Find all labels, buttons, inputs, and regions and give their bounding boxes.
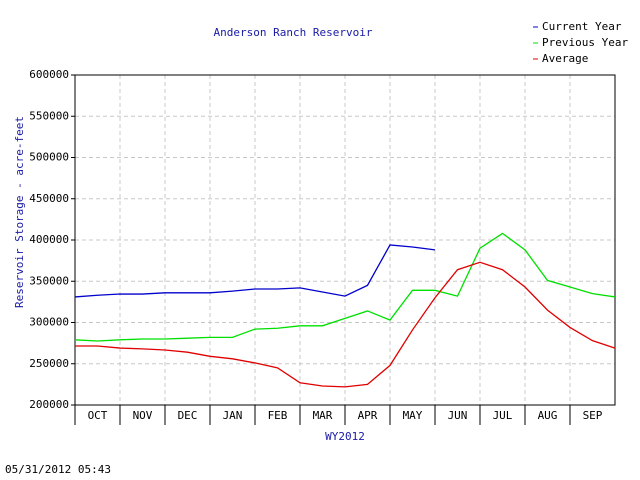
x-tick-label: AUG: [538, 409, 558, 422]
x-tick-label: JUN: [448, 409, 468, 422]
y-tick-label: 250000: [29, 357, 69, 370]
legend-label: Previous Year: [542, 36, 628, 49]
y-tick-label: 300000: [29, 316, 69, 329]
y-tick-label: 500000: [29, 151, 69, 164]
x-tick-label: FEB: [268, 409, 288, 422]
x-tick-label: OCT: [88, 409, 108, 422]
x-tick-label: JAN: [223, 409, 243, 422]
y-tick-label: 400000: [29, 233, 69, 246]
legend-label: Average: [542, 52, 588, 65]
plot-border: [74, 74, 616, 406]
y-tick-label: 450000: [29, 192, 69, 205]
x-tick-label: MAR: [313, 409, 333, 422]
x-tick-label: APR: [358, 409, 378, 422]
y-tick-label: 350000: [29, 274, 69, 287]
y-tick-label: 550000: [29, 109, 69, 122]
y-axis-label: Reservoir Storage - acre-feet: [13, 116, 26, 308]
timestamp: 05/31/2012 05:43: [5, 463, 111, 476]
x-tick-label: SEP: [583, 409, 603, 422]
x-tick-label: JUL: [493, 409, 513, 422]
series-line: [74, 232, 616, 342]
x-tick-label: NOV: [133, 409, 153, 422]
chart-title: Anderson Ranch Reservoir: [214, 26, 373, 39]
legend-label: Current Year: [542, 20, 622, 33]
y-tick-label: 200000: [29, 398, 69, 411]
x-tick-label: DEC: [178, 409, 198, 422]
series-line: [74, 244, 436, 298]
series-line: [75, 261, 616, 388]
x-tick-label: MAY: [403, 409, 423, 422]
y-tick-label: 600000: [29, 68, 69, 81]
x-axis-label: WY2012: [325, 430, 365, 443]
